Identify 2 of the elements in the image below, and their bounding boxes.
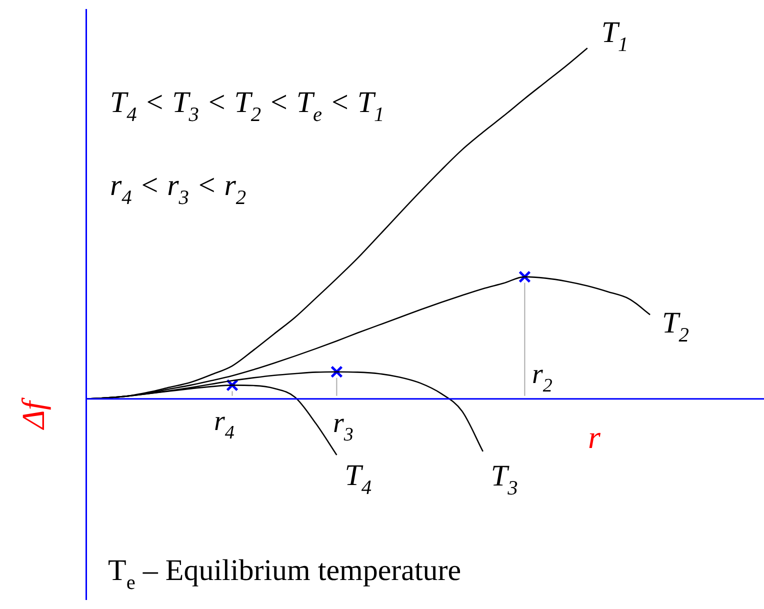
y-axis-title: Δf bbox=[15, 397, 51, 431]
x-axis-title: r bbox=[588, 419, 601, 455]
